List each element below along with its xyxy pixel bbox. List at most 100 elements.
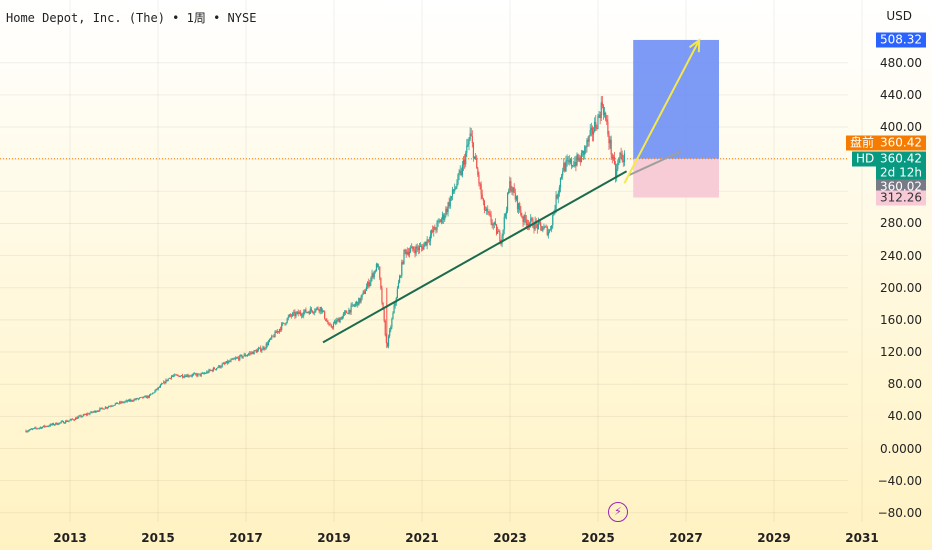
candle-body: [126, 400, 128, 402]
candle-body: [153, 392, 155, 394]
candle-body: [484, 210, 487, 211]
candle-body: [297, 311, 299, 315]
candle-body: [190, 375, 192, 377]
candle-body: [522, 217, 524, 223]
candle-body: [207, 371, 209, 373]
candle-body: [592, 131, 595, 135]
candle-body: [289, 314, 292, 316]
y-tick-label: 80.00: [887, 377, 922, 392]
candle-body: [296, 311, 298, 314]
candle-body: [113, 405, 115, 406]
candle-body: [339, 318, 341, 323]
candle-body: [451, 189, 454, 197]
symbol-title[interactable]: Home Depot, Inc. (The) • 1周 • NYSE: [6, 11, 257, 25]
candle-body: [322, 310, 325, 312]
candle-body: [560, 175, 563, 178]
candle-body: [243, 354, 245, 357]
candle-body: [177, 375, 179, 376]
candle-body: [529, 223, 531, 226]
currency-label[interactable]: USD: [886, 9, 912, 23]
candle-body: [459, 170, 461, 173]
candle-body: [417, 248, 419, 251]
candle-body: [567, 160, 569, 162]
candle-body: [501, 235, 503, 244]
candle-body: [71, 418, 73, 420]
candle-body: [472, 142, 475, 159]
candle-body: [54, 424, 56, 426]
y-tick-label: 200.00: [880, 280, 922, 295]
candle-body: [350, 305, 352, 313]
candle-body: [145, 396, 147, 398]
candle-body: [608, 134, 610, 144]
candle-body: [122, 401, 124, 403]
x-tick-label: 2017: [229, 531, 263, 545]
candle-body: [347, 313, 349, 314]
candle-body: [49, 424, 51, 427]
candle-body: [356, 301, 358, 304]
candle-body: [575, 161, 577, 166]
candle-body: [294, 312, 296, 317]
candle-body: [488, 211, 490, 214]
candle-body: [329, 324, 331, 326]
candle-body: [128, 399, 131, 402]
candle-body: [380, 277, 382, 289]
candle-body: [175, 374, 177, 376]
candle-body: [299, 312, 302, 315]
candle-body: [434, 226, 436, 230]
candle-body: [368, 281, 370, 287]
candle-body: [48, 426, 50, 427]
candle-body: [309, 308, 311, 314]
candle-body: [375, 264, 378, 272]
lightning-icon[interactable]: ⚡: [608, 502, 628, 522]
candle-body: [464, 159, 466, 165]
candle-body: [180, 375, 182, 377]
candle-body: [200, 373, 202, 376]
candle-body: [286, 318, 288, 323]
candle-body: [564, 162, 566, 172]
candle-body: [245, 355, 248, 357]
candle-body: [52, 423, 55, 425]
candle-body: [142, 396, 144, 398]
candle-body: [614, 163, 617, 178]
candle-body: [574, 161, 576, 167]
candle-body: [413, 249, 415, 251]
candle-body: [137, 398, 140, 400]
candle-body: [35, 427, 37, 429]
candle-body: [211, 370, 213, 372]
candle-body: [544, 226, 546, 228]
candle-body: [454, 189, 456, 192]
candle-body: [554, 209, 556, 212]
candle-body: [545, 226, 547, 228]
premarket-value-tag: 360.42: [876, 135, 926, 151]
candle-body: [415, 246, 417, 254]
candle-body: [338, 318, 340, 323]
candle-body: [543, 226, 545, 230]
candle-body: [479, 183, 481, 185]
candle-body: [457, 174, 459, 184]
candle-body: [441, 214, 444, 220]
candle-body: [344, 311, 347, 313]
candle-body: [401, 261, 403, 276]
candle-body: [124, 401, 126, 403]
candle-body: [616, 168, 618, 178]
candle-body: [509, 181, 511, 191]
candle-body: [100, 407, 102, 409]
candle-body: [242, 356, 244, 358]
candle-body: [579, 157, 581, 163]
candle-body: [210, 370, 212, 371]
candle-body: [112, 405, 114, 407]
candle-body: [251, 351, 253, 354]
candle-body: [43, 425, 45, 427]
candle-body: [65, 420, 67, 423]
candle-body: [264, 348, 266, 350]
candle-body: [275, 331, 277, 333]
candle-body: [120, 401, 122, 403]
candle-body: [410, 248, 412, 252]
candle-body: [78, 416, 80, 418]
candle-body: [492, 224, 494, 226]
candle-body: [171, 376, 174, 377]
candle-body: [611, 154, 613, 159]
candle-body: [486, 208, 488, 211]
